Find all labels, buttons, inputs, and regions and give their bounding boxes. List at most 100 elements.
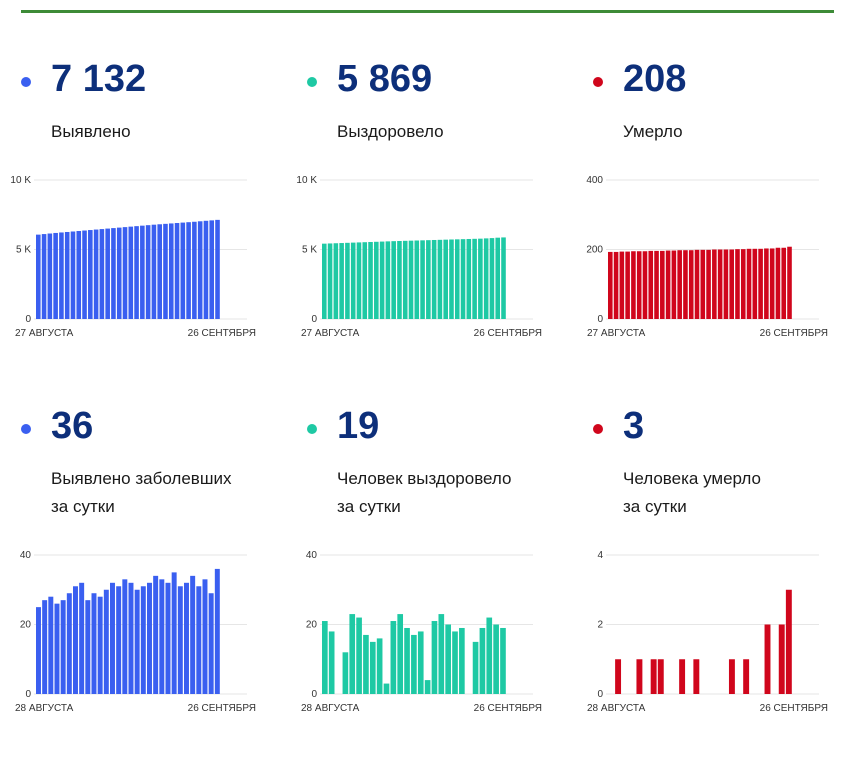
bar	[706, 249, 711, 319]
bar	[327, 243, 333, 319]
bar	[693, 659, 700, 694]
bar	[140, 586, 146, 694]
x-start-label: 27 АВГУСТА	[587, 328, 646, 339]
bar	[404, 627, 410, 694]
bar	[342, 652, 349, 694]
bar	[208, 593, 214, 694]
bar	[489, 238, 495, 319]
bar	[153, 575, 159, 694]
stat-value: 7 132	[51, 58, 147, 100]
y-tick-label: 0	[597, 689, 603, 700]
bar	[445, 624, 451, 694]
bar	[787, 246, 792, 319]
bar	[608, 251, 613, 319]
x-end-label: 26 СЕНТЯБРЯ	[760, 328, 828, 339]
bar	[729, 249, 734, 319]
bar	[180, 222, 186, 319]
bar	[712, 249, 717, 319]
bar	[679, 659, 686, 694]
bar	[54, 603, 60, 694]
bar	[333, 243, 339, 319]
bar	[495, 237, 501, 319]
bar-chart: 0 2 4 28 АВГУСТА 26 СЕНТЯБРЯ	[587, 550, 828, 714]
bar	[134, 589, 140, 694]
bar	[746, 248, 752, 319]
bar	[728, 659, 735, 694]
bar	[752, 248, 758, 319]
y-tick-label: 5 K	[16, 245, 31, 256]
stat-label: Человек выздоровело за сутки	[337, 465, 512, 521]
stat-label-line2: за сутки	[623, 497, 687, 516]
stat-label: Выявлено заболевших за сутки	[51, 465, 231, 521]
bar	[648, 250, 654, 319]
bar	[379, 241, 385, 319]
card-detected-total: 7 132 Выявлено 0 5 K 10 K 27 АВГУСТА 26 СЕНТЯБ…	[10, 55, 291, 415]
stat-value: 3	[623, 405, 645, 447]
bar	[420, 240, 425, 319]
bar	[417, 631, 424, 694]
bar	[159, 579, 165, 694]
x-end-label: 26 СЕНТЯБРЯ	[760, 703, 828, 714]
x-end-label: 26 СЕНТЯБРЯ	[474, 328, 542, 339]
bar	[345, 242, 350, 319]
bar	[70, 231, 76, 319]
bar	[215, 219, 220, 319]
bar	[192, 221, 197, 319]
legend-dot	[21, 77, 31, 87]
bar	[781, 247, 787, 319]
card-recovered-daily: 19 Человек выздоровело за сутки 0 20 40 28 АВГ…	[301, 402, 577, 762]
y-tick-label: 0	[597, 314, 603, 325]
top-divider	[21, 10, 834, 13]
bar	[454, 239, 460, 319]
y-tick-label: 400	[586, 175, 603, 186]
bar	[82, 230, 87, 319]
bar	[147, 582, 152, 694]
stat-label: Выздоровело	[337, 118, 444, 146]
bar	[93, 229, 99, 319]
bar	[171, 572, 177, 695]
bar	[431, 239, 437, 319]
x-start-label: 28 АВГУСТА	[15, 703, 74, 714]
bar	[368, 241, 373, 319]
bar	[328, 631, 335, 694]
y-tick-label: 0	[25, 314, 31, 325]
bar	[717, 249, 723, 319]
bar	[184, 582, 189, 694]
bar	[122, 227, 128, 319]
bar	[483, 238, 489, 319]
bar	[350, 242, 356, 319]
bar	[128, 226, 134, 319]
bar	[700, 249, 706, 319]
stat-value: 36	[51, 405, 94, 447]
bar	[402, 240, 408, 319]
y-tick-label: 4	[597, 550, 603, 561]
bar	[385, 241, 391, 319]
bar	[168, 223, 174, 319]
x-end-label: 26 СЕНТЯБРЯ	[474, 703, 542, 714]
bar	[408, 240, 414, 319]
y-tick-label: 0	[25, 689, 31, 700]
bar	[322, 243, 327, 319]
bar	[650, 659, 657, 694]
card-detected-daily: 36 Выявлено заболевших за сутки 0 20 40 28 АВГ…	[15, 402, 291, 762]
bar	[452, 631, 458, 694]
stat-label-line2: за сутки	[51, 497, 115, 516]
stat-label-line1: Выявлено	[51, 122, 131, 141]
bar	[391, 241, 396, 319]
stat-label-line1: Человек выздоровело	[337, 469, 512, 488]
bar	[196, 586, 202, 694]
bar	[79, 582, 85, 694]
bar	[134, 226, 139, 319]
bar	[157, 224, 162, 319]
bar	[163, 223, 168, 319]
bar	[769, 248, 775, 319]
legend-dot	[307, 424, 317, 434]
bar	[642, 251, 648, 319]
bar	[105, 228, 110, 319]
stat-label-line1: Выздоровело	[337, 122, 444, 141]
bar	[59, 232, 64, 319]
y-tick-label: 5 K	[302, 245, 317, 256]
bar	[356, 617, 362, 694]
bar	[36, 234, 41, 319]
bar	[397, 240, 402, 319]
